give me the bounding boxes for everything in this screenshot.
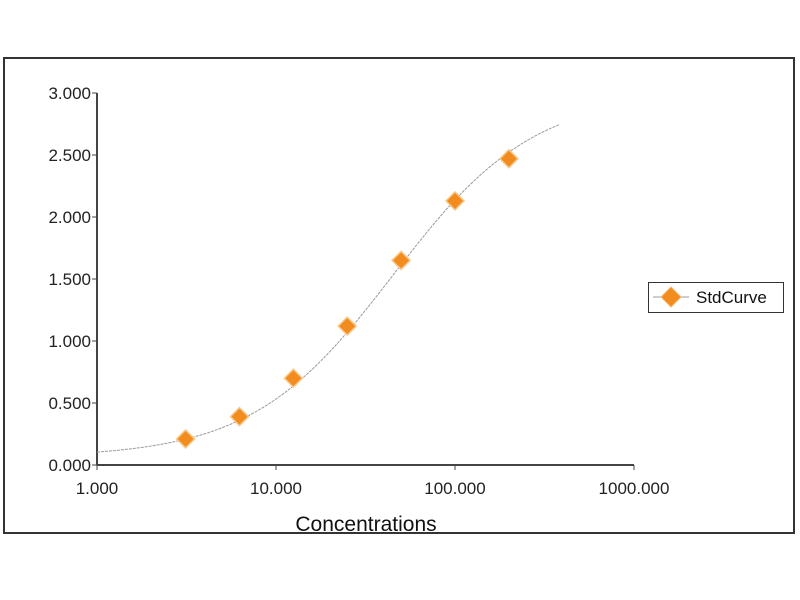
data-point bbox=[175, 428, 196, 450]
y-tick-label: 2.000 bbox=[48, 208, 91, 227]
y-tick-label: 1.500 bbox=[48, 270, 91, 289]
legend-label: StdCurve bbox=[696, 288, 767, 307]
x-tick-label: 100.000 bbox=[424, 479, 485, 498]
y-tick-label: 1.000 bbox=[48, 332, 91, 351]
data-point bbox=[391, 250, 412, 271]
data-point bbox=[337, 316, 358, 337]
data-point bbox=[444, 190, 466, 211]
data-point bbox=[498, 148, 519, 169]
data-points bbox=[175, 148, 519, 450]
fit-curve bbox=[96, 124, 559, 453]
y-tick-label: 0.500 bbox=[48, 394, 91, 413]
data-point bbox=[229, 406, 250, 427]
x-tick-label: 1.000 bbox=[76, 479, 119, 498]
y-tick-label: 3.000 bbox=[48, 84, 91, 103]
x-axis-title: Concentrations bbox=[295, 513, 436, 536]
axes: 0.000 0.500 1.000 1.500 2.000 2.500 3.000 1.000… bbox=[48, 84, 669, 498]
fit-curve-group bbox=[96, 124, 559, 453]
y-tick-label: 2.500 bbox=[48, 146, 91, 165]
legend-marker-icon bbox=[653, 286, 689, 308]
data-point bbox=[283, 368, 304, 389]
y-tick-label: 0.000 bbox=[48, 456, 91, 475]
chart-frame bbox=[3, 57, 795, 534]
x-tick-label: 10.000 bbox=[250, 479, 302, 498]
x-tick-label: 1000.000 bbox=[599, 479, 670, 498]
legend: StdCurve bbox=[648, 282, 784, 313]
